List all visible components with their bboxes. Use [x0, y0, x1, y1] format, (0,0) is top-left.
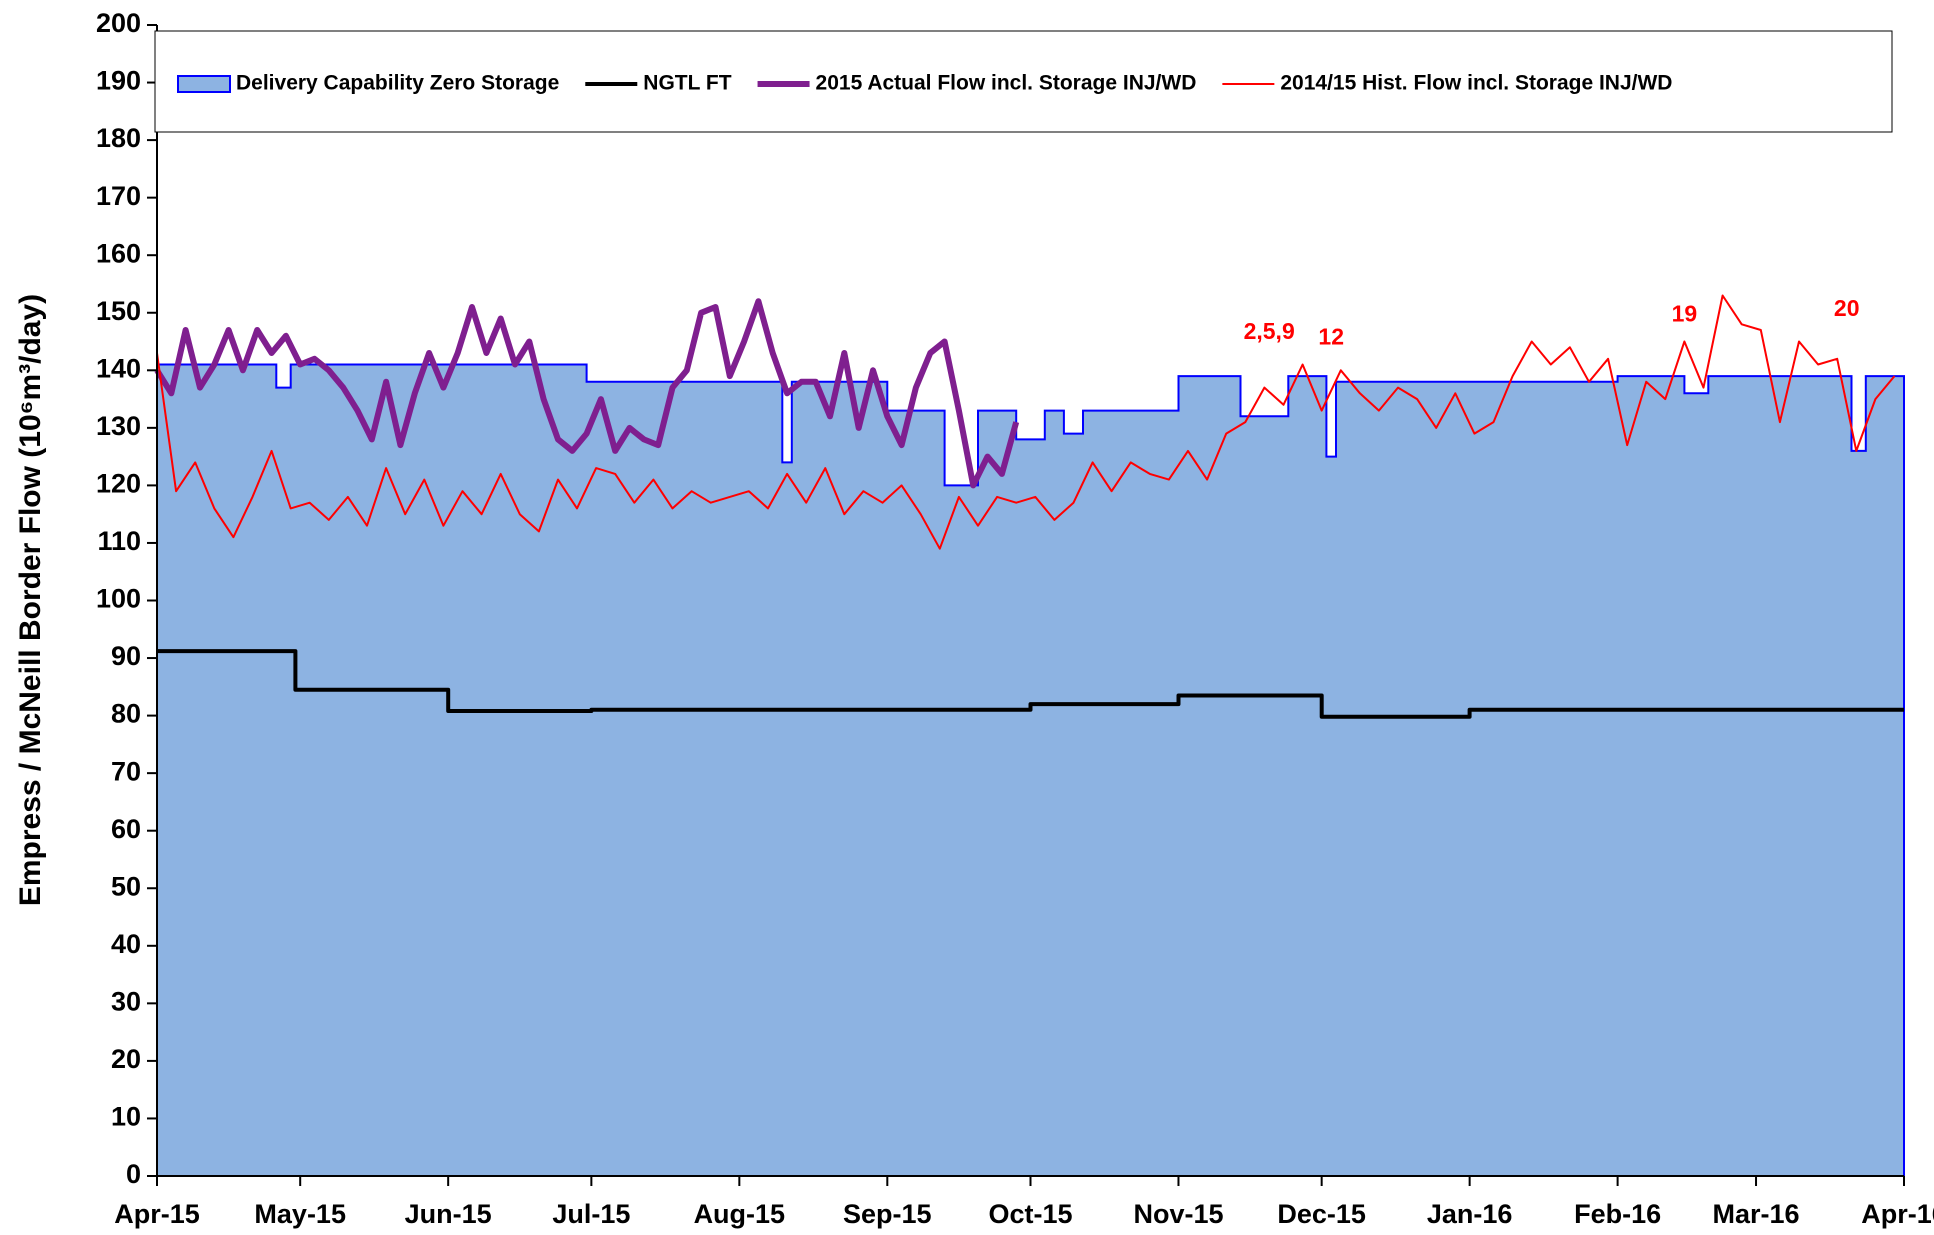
y-tick-label: 120: [96, 469, 141, 499]
line: [157, 649, 1904, 719]
y-tick-label: 70: [111, 756, 141, 786]
y-tick-label: 200: [96, 8, 141, 38]
y-tick-label: 90: [111, 641, 141, 671]
x-tick-label: Jan-16: [1427, 1199, 1513, 1229]
y-tick-label: 110: [97, 526, 141, 556]
x-tick-label: Apr-15: [114, 1199, 200, 1229]
y-tick-label: 30: [111, 986, 141, 1016]
line: [154, 298, 1020, 489]
x-tick-label: Feb-16: [1574, 1199, 1661, 1229]
legend-label: 2015 Actual Flow incl. Storage INJ/WD: [816, 72, 1197, 95]
y-tick-label: 160: [96, 238, 141, 268]
y-tick-label: 80: [111, 699, 141, 729]
legend-swatch: [177, 75, 231, 93]
annotation: 12: [1318, 324, 1344, 350]
x-tick-label: Jun-15: [405, 1199, 492, 1229]
y-tick-label: 10: [111, 1102, 141, 1132]
legend-label: NGTL FT: [643, 72, 731, 95]
y-tick-label: 50: [111, 871, 141, 901]
y-tick-label: 100: [96, 584, 141, 614]
y-tick-label: 140: [96, 353, 141, 383]
x-tick-label: Mar-16: [1713, 1199, 1800, 1229]
x-tick-label: May-15: [254, 1199, 346, 1229]
legend-label: 2014/15 Hist. Flow incl. Storage INJ/WD: [1280, 72, 1672, 95]
y-tick-label: 60: [111, 814, 141, 844]
x-tick-label: Apr-16: [1861, 1199, 1934, 1229]
x-tick-label: Nov-15: [1133, 1199, 1223, 1229]
x-tick-label: Dec-15: [1277, 1199, 1366, 1229]
area: [156, 363, 1905, 1177]
annotation: 2,5,9: [1244, 318, 1295, 344]
y-tick-label: 150: [96, 296, 141, 326]
annotation: 19: [1672, 301, 1698, 327]
legend: Delivery Capability Zero Storage NGTL FT 2…: [154, 30, 1893, 133]
y-tick-label: 190: [96, 66, 141, 96]
annotation: 20: [1834, 295, 1860, 321]
y-tick-label: 130: [96, 411, 141, 441]
line: [156, 294, 1896, 550]
y-axis-label: Empress / McNeill Border Flow (10⁶m³/day…: [14, 294, 47, 906]
legend-label: Delivery Capability Zero Storage: [236, 72, 559, 95]
y-tick-label: 20: [111, 1044, 141, 1074]
x-tick-label: Aug-15: [694, 1199, 786, 1229]
legend-box: [154, 30, 1893, 133]
y-tick-label: 40: [111, 929, 141, 959]
x-tick-label: Sep-15: [843, 1199, 932, 1229]
y-tick-label: 0: [126, 1159, 141, 1189]
y-tick-label: 180: [96, 123, 141, 153]
x-tick-label: Jul-15: [552, 1199, 630, 1229]
x-tick-label: Oct-15: [988, 1199, 1072, 1229]
y-tick-label: 170: [96, 181, 141, 211]
